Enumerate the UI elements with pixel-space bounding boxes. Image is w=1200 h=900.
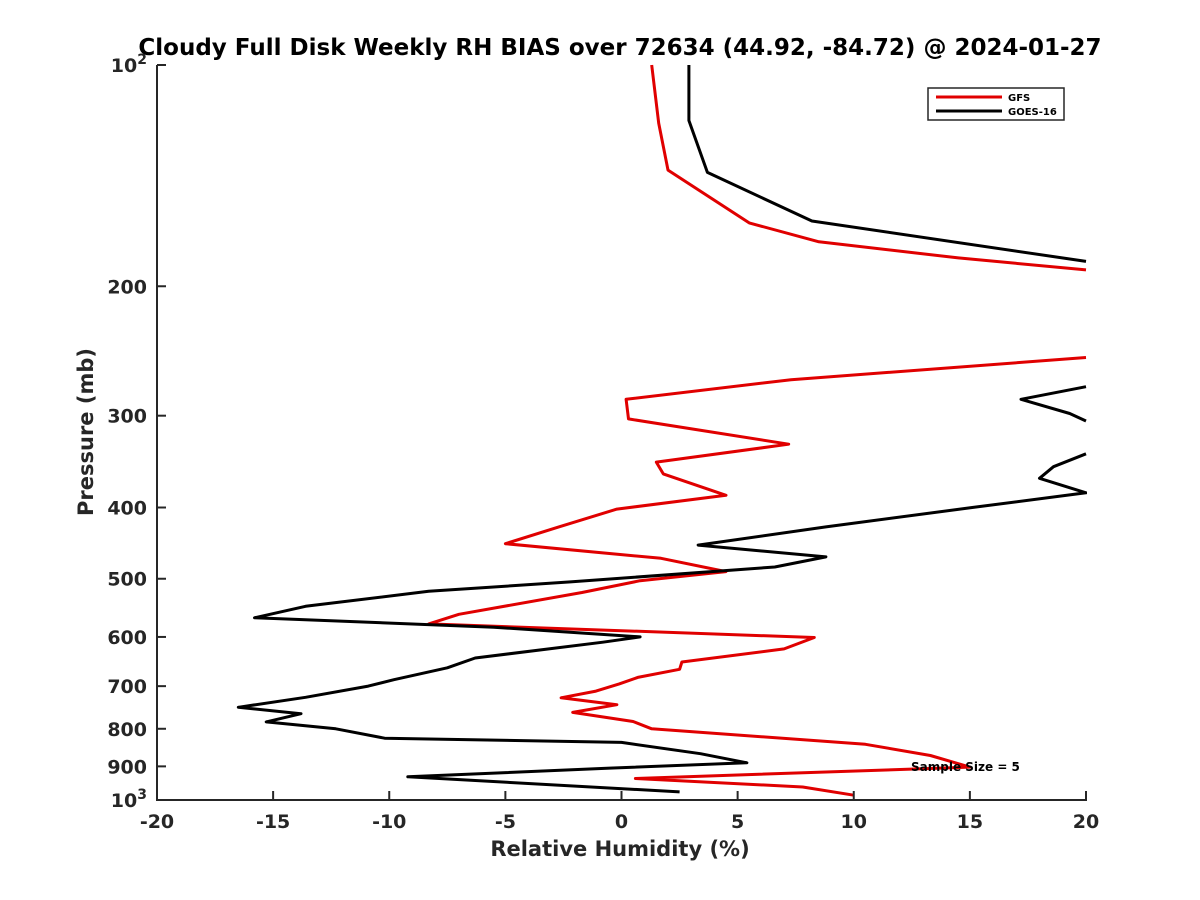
x-tick-label: 20 bbox=[1073, 811, 1099, 833]
y-tick-label: 900 bbox=[107, 756, 147, 778]
series-line-goes-16-1 bbox=[687, 65, 1087, 263]
x-tick-label: -5 bbox=[495, 811, 516, 833]
y-tick-label: 400 bbox=[107, 498, 147, 520]
legend: GFS GOES-16 bbox=[927, 87, 1065, 121]
series-line-gfs-2 bbox=[427, 356, 1087, 797]
x-tick-label: -15 bbox=[256, 811, 290, 833]
plot-lines bbox=[236, 64, 1087, 797]
x-tick-label: 0 bbox=[615, 811, 628, 833]
y-tick-label: 103 bbox=[111, 787, 147, 812]
x-axis-label: Relative Humidity (%) bbox=[490, 837, 749, 861]
x-tick-label: 10 bbox=[841, 811, 867, 833]
chart-title: Cloudy Full Disk Weekly RH BIAS over 726… bbox=[138, 35, 1101, 61]
legend-label: GFS bbox=[1008, 93, 1030, 104]
x-tick-label: 5 bbox=[731, 811, 744, 833]
y-axis-label: Pressure (mb) bbox=[74, 348, 98, 516]
series-line-goes-16-2 bbox=[1019, 385, 1087, 423]
series-line-goes-16-3 bbox=[236, 452, 1087, 794]
sample-size-annotation: Sample Size = 5 bbox=[911, 760, 1020, 774]
y-tick-label: 800 bbox=[107, 719, 147, 741]
y-tick-label: 700 bbox=[107, 676, 147, 698]
x-tick-label: 15 bbox=[957, 811, 983, 833]
y-tick-label: 102 bbox=[111, 52, 147, 77]
x-tick-label: -10 bbox=[372, 811, 406, 833]
legend-label: GOES-16 bbox=[1008, 107, 1057, 118]
series-line-gfs-1 bbox=[650, 64, 1087, 272]
axes: -20 -15 -10 -5 0 5 10 15 20 102 200 300 400 500 600 700… bbox=[107, 52, 1099, 833]
y-tick-label: 600 bbox=[107, 627, 147, 649]
y-tick-label: 200 bbox=[107, 276, 147, 298]
x-tick-label: -20 bbox=[140, 811, 174, 833]
legend-box bbox=[927, 87, 1065, 121]
y-tick-label: 500 bbox=[107, 569, 147, 591]
y-tick-label: 300 bbox=[107, 406, 147, 428]
